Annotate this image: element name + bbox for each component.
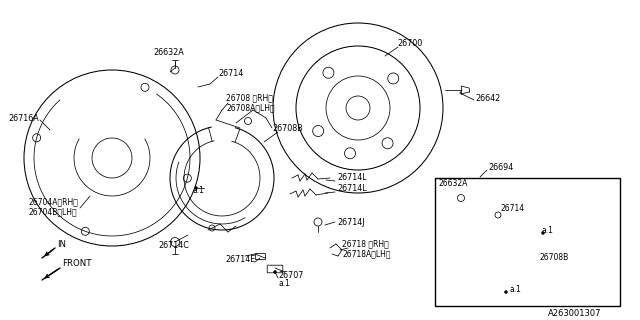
Circle shape [504,291,508,293]
Text: a.1: a.1 [509,284,521,293]
Circle shape [541,231,545,235]
Text: a.1: a.1 [278,278,290,287]
Text: 26708B: 26708B [272,124,303,132]
Circle shape [195,187,198,189]
Text: 26708 〈RH〉: 26708 〈RH〉 [226,93,273,102]
Text: 26700: 26700 [397,38,422,47]
Text: 26714E: 26714E [225,255,255,265]
Text: 26714J: 26714J [337,218,365,227]
Text: 26642: 26642 [475,93,500,102]
Text: 26707: 26707 [278,270,303,279]
Text: IN: IN [57,239,66,249]
Text: 26704B〈LH〉: 26704B〈LH〉 [28,207,77,217]
Text: a.1: a.1 [542,226,554,235]
Text: 26632A: 26632A [438,179,467,188]
Text: 26718A〈LH〉: 26718A〈LH〉 [342,250,390,259]
Circle shape [273,270,276,274]
Text: 26708B: 26708B [540,252,569,261]
Text: 26718 〈RH〉: 26718 〈RH〉 [342,239,388,249]
Text: 26714: 26714 [218,68,243,77]
Text: 26704A〈RH〉: 26704A〈RH〉 [28,197,78,206]
Text: 26708A〈LH〉: 26708A〈LH〉 [226,103,275,113]
Text: A263001307: A263001307 [548,309,602,318]
Text: 26714C: 26714C [158,241,189,250]
FancyBboxPatch shape [268,265,283,273]
Text: 26694: 26694 [488,163,513,172]
Text: 26714L: 26714L [337,172,367,181]
Bar [255,253,265,259]
Bar [435,178,620,306]
Text: 26632A: 26632A [153,47,184,57]
Text: 26714: 26714 [500,204,524,212]
Text: 26714L: 26714L [337,183,367,193]
Text: FRONT: FRONT [62,260,92,268]
Text: 26716A: 26716A [8,114,39,123]
Text: a.1: a.1 [192,186,204,195]
